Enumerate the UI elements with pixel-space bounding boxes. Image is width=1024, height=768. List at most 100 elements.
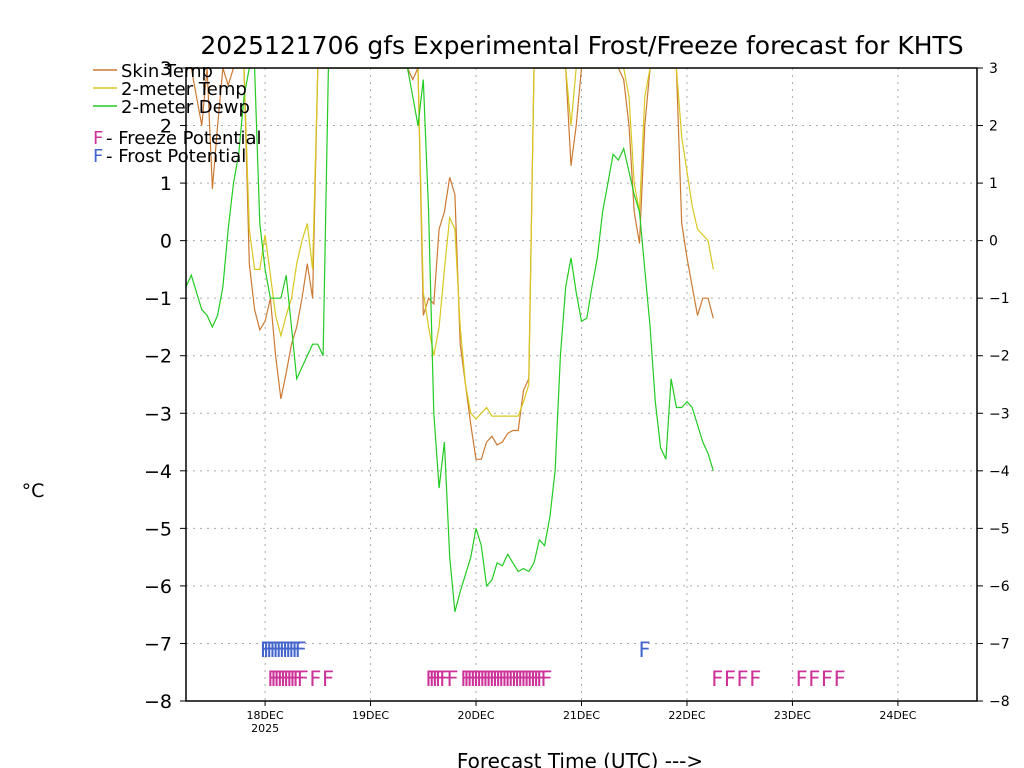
x-tick-sublabel: 2025	[251, 722, 279, 735]
x-tick-label: 24DEC	[879, 709, 916, 722]
freeze-marker: F	[505, 667, 517, 691]
y-tick-label-left: −1	[144, 288, 172, 310]
freeze-marker: F	[517, 667, 529, 691]
freeze-marker: F	[711, 667, 723, 691]
freeze-marker: F	[495, 667, 507, 691]
freeze-marker: F	[808, 667, 820, 691]
frost-marker: F	[295, 638, 307, 662]
y-tick-label-right: 0	[989, 234, 998, 250]
y-tick-label-left: 2	[160, 116, 172, 138]
freeze-marker: F	[280, 667, 292, 691]
frost-marker: F	[260, 638, 272, 662]
freeze-marker: F	[476, 667, 488, 691]
freeze-marker: F	[473, 667, 485, 691]
y-tick-label-left: −2	[144, 346, 172, 368]
freeze-marker: F	[527, 667, 539, 691]
freeze-marker: F	[821, 667, 833, 691]
y-tick-label-right: 3	[989, 61, 998, 77]
freeze-marker: F	[322, 667, 334, 691]
freeze-marker: F	[530, 667, 542, 691]
freeze-marker: F	[520, 667, 532, 691]
y-tick-label-left: −3	[144, 403, 172, 425]
freeze-marker: F	[447, 667, 459, 691]
x-tick-label: 19DEC	[352, 709, 389, 722]
freeze-marker: F	[289, 667, 301, 691]
frost-marker: F	[638, 638, 650, 662]
freeze-marker: F	[796, 667, 808, 691]
freeze-marker: F	[486, 667, 498, 691]
frost-marker: F	[291, 638, 303, 662]
freeze-marker: F	[511, 667, 523, 691]
y-tick-label-right: −6	[989, 579, 1010, 595]
y-tick-label-right: −5	[989, 521, 1010, 537]
y-tick-label-right: −1	[989, 291, 1010, 307]
freeze-marker: F	[283, 667, 295, 691]
freeze-marker: F	[297, 667, 309, 691]
freeze-marker: F	[508, 667, 520, 691]
x-tick-label: 20DEC	[457, 709, 494, 722]
freeze-marker: F	[749, 667, 761, 691]
freeze-marker: F	[460, 667, 472, 691]
frost-marker: F	[266, 638, 278, 662]
frost-marker: F	[276, 638, 288, 662]
freeze-marker: F	[737, 667, 749, 691]
freeze-marker: F	[536, 667, 548, 691]
y-tick-label-right: −2	[989, 349, 1010, 365]
freeze-marker: F	[514, 667, 526, 691]
x-tick-label: 18DEC	[247, 709, 284, 722]
series-line-2-meter-temp	[186, 68, 714, 420]
freeze-marker: F	[489, 667, 501, 691]
legend-marker-label: - Freeze Potential	[106, 128, 262, 149]
x-axis-label: Forecast Time (UTC) --->	[457, 749, 703, 768]
freeze-marker: F	[523, 667, 535, 691]
legend-label: 2-meter Temp	[121, 79, 247, 100]
y-tick-label-left: −5	[144, 518, 172, 540]
y-tick-label-left: −8	[144, 691, 172, 713]
frost-marker: F	[272, 638, 284, 662]
y-tick-label-left: 1	[160, 173, 172, 195]
frost-marker: F	[285, 638, 297, 662]
legend-marker-glyph: F	[93, 146, 103, 167]
freeze-marker: F	[498, 667, 510, 691]
x-tick-label: 23DEC	[774, 709, 811, 722]
freeze-marker: F	[492, 667, 504, 691]
y-tick-label-left: 3	[160, 58, 172, 80]
frost-marker: F	[263, 638, 275, 662]
axis-ticks: −8 −8 −7 −7 −6 −6 −5 −5 −4 −4 −3 −3 −2 −2 −1 −1 0 0 1 1 2 2 3 3…	[144, 58, 1010, 735]
freeze-marker: F	[293, 667, 305, 691]
y-tick-label-left: −7	[144, 633, 172, 655]
y-axis-label: °C	[22, 480, 45, 502]
freeze-marker: F	[479, 667, 491, 691]
frost-marker: F	[269, 638, 281, 662]
freeze-marker: F	[463, 667, 475, 691]
freeze-marker: F	[309, 667, 321, 691]
frost-marker: F	[279, 638, 291, 662]
y-tick-label-right: −4	[989, 464, 1010, 480]
freeze-marker: F	[277, 667, 289, 691]
legend-label: 2-meter Dewp	[121, 97, 250, 118]
freeze-marker: F	[470, 667, 482, 691]
legend-marker-glyph: F	[93, 128, 103, 149]
freeze-marker: F	[432, 667, 444, 691]
series-line-2-meter-dewp	[186, 68, 714, 612]
freeze-marker: F	[501, 667, 513, 691]
freeze-marker: F	[439, 667, 451, 691]
freeze-marker: F	[267, 667, 279, 691]
frost-marker: F	[288, 638, 300, 662]
plot-frame	[185, 67, 978, 702]
legend-label: Skin Temp	[121, 61, 213, 82]
chart-title: 2025121706 gfs Experimental Frost/Freeze…	[200, 31, 963, 60]
series-lines	[186, 68, 714, 612]
freeze-marker: F	[533, 667, 545, 691]
freeze-marker: F	[482, 667, 494, 691]
freeze-marker: F	[724, 667, 736, 691]
y-tick-label-left: −6	[144, 576, 172, 598]
y-tick-label-left: −4	[144, 461, 172, 483]
freeze-marker: F	[270, 667, 282, 691]
grid-lines	[186, 68, 977, 701]
freeze-marker: F	[425, 667, 437, 691]
freeze-marker: F	[834, 667, 846, 691]
